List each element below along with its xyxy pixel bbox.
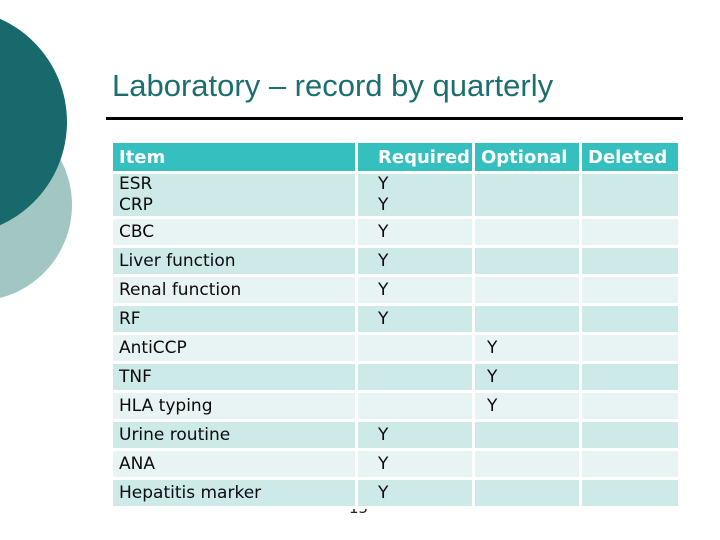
cell-item: TNF — [113, 364, 355, 390]
cell-optional — [475, 480, 579, 506]
cell-item: AntiCCP — [113, 335, 355, 361]
table-row: HLA typing Y — [113, 393, 678, 419]
table-row: Liver function Y — [113, 248, 678, 274]
table-row: Renal function Y — [113, 277, 678, 303]
table-body: ESR CRP Y Y CBC Y Liver function Y Renal funct… — [113, 174, 678, 506]
cell-optional: Y — [475, 364, 579, 390]
table-row: RF Y — [113, 306, 678, 332]
table-row: TNF Y — [113, 364, 678, 390]
cell-item: RF — [113, 306, 355, 332]
column-header-deleted: Deleted — [582, 143, 678, 171]
cell-deleted — [582, 451, 678, 477]
cell-required: Y — [358, 306, 472, 332]
cell-item: CBC — [113, 219, 355, 245]
cell-required: Y — [358, 219, 472, 245]
cell-item: Renal function — [113, 277, 355, 303]
cell-optional — [475, 277, 579, 303]
cell-item: ANA — [113, 451, 355, 477]
cell-item: Liver function — [113, 248, 355, 274]
cell-deleted — [582, 335, 678, 361]
cell-required: Y — [358, 422, 472, 448]
cell-deleted — [582, 364, 678, 390]
cell-deleted — [582, 393, 678, 419]
cell-optional — [475, 219, 579, 245]
cell-item: ESR CRP — [113, 174, 355, 216]
cell-item: Urine routine — [113, 422, 355, 448]
column-header-optional: Optional — [475, 143, 579, 171]
column-header-required: Required — [358, 143, 472, 171]
page-title: Laboratory – record by quarterly — [112, 68, 554, 103]
cell-optional — [475, 422, 579, 448]
table-row: AntiCCP Y — [113, 335, 678, 361]
cell-item: Hepatitis marker — [113, 480, 355, 506]
column-header-item: Item — [113, 143, 355, 171]
table-header-row: Item Required Optional Deleted — [113, 143, 678, 171]
cell-item: HLA typing — [113, 393, 355, 419]
cell-deleted — [582, 277, 678, 303]
table-row: CBC Y — [113, 219, 678, 245]
cell-required — [358, 335, 472, 361]
table-row: Hepatitis marker Y — [113, 480, 678, 506]
cell-deleted — [582, 422, 678, 448]
page-number: 15 — [349, 509, 377, 518]
cell-deleted — [582, 306, 678, 332]
cell-required: Y — [358, 248, 472, 274]
cell-optional — [475, 306, 579, 332]
lab-results-table: Item Required Optional Deleted ESR CRP Y … — [110, 140, 681, 509]
table-row: ESR CRP Y Y — [113, 174, 678, 216]
cell-optional — [475, 451, 579, 477]
cell-required: Y — [358, 277, 472, 303]
table-row: ANA Y — [113, 451, 678, 477]
cell-deleted — [582, 219, 678, 245]
cell-optional: Y — [475, 335, 579, 361]
table-row: Urine routine Y — [113, 422, 678, 448]
cell-deleted — [582, 480, 678, 506]
cell-optional: Y — [475, 393, 579, 419]
cell-required — [358, 393, 472, 419]
cell-required — [358, 364, 472, 390]
cell-required: Y — [358, 480, 472, 506]
cell-deleted — [582, 174, 678, 216]
cell-required: Y Y — [358, 174, 472, 216]
cell-required: Y — [358, 451, 472, 477]
cell-deleted — [582, 248, 678, 274]
title-underline — [106, 117, 683, 120]
cell-optional — [475, 248, 579, 274]
cell-optional — [475, 174, 579, 216]
